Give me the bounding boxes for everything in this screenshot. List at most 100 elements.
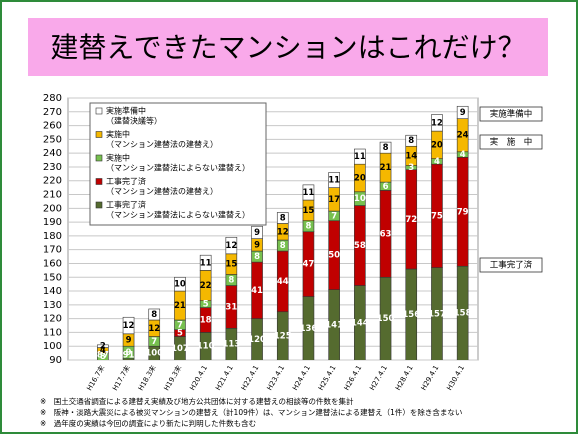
data-label: 8 bbox=[151, 310, 157, 320]
legend-swatch bbox=[95, 201, 103, 209]
data-label: 4 bbox=[434, 157, 440, 167]
footnote: ※ 阪神・淡路大震災による被災マンションの建替え（計109件）は、マンション建替… bbox=[40, 407, 462, 417]
data-label: 21 bbox=[380, 163, 392, 173]
annotation: 実 施 中 bbox=[490, 137, 533, 148]
legend-label: 工事完了済 bbox=[106, 176, 146, 186]
data-label: 8 bbox=[280, 213, 286, 223]
y-tick-label: 200 bbox=[43, 203, 62, 214]
data-label: 125 bbox=[274, 331, 292, 341]
y-tick-label: 90 bbox=[49, 355, 62, 366]
footnote: ※ 過年度の実績は今回の調査により新たに判明した件数も含む bbox=[40, 418, 256, 428]
data-label: 157 bbox=[428, 309, 446, 319]
data-label: 3 bbox=[408, 163, 414, 173]
legend-label: 工事完了済 bbox=[106, 200, 146, 210]
bar-segment bbox=[174, 276, 186, 292]
data-label: 17 bbox=[328, 195, 340, 205]
bar-segment bbox=[354, 148, 366, 165]
y-tick-label: 150 bbox=[43, 272, 62, 283]
legend-note: （マンション建替法の建替え） bbox=[106, 186, 218, 196]
y-tick-label: 110 bbox=[43, 327, 62, 338]
data-label: 8 bbox=[408, 136, 414, 146]
bar-segment bbox=[302, 184, 315, 201]
data-label: 9 bbox=[254, 228, 260, 238]
data-label: 141 bbox=[325, 320, 343, 330]
bar-segment bbox=[379, 141, 392, 154]
data-label: 5 bbox=[203, 300, 209, 310]
data-label: 7 bbox=[151, 337, 157, 347]
bar-segment bbox=[431, 114, 443, 132]
data-label: 21 bbox=[174, 301, 186, 311]
legend-label: 実施準備中 bbox=[106, 106, 146, 116]
data-label: 110 bbox=[197, 342, 215, 352]
data-label: 113 bbox=[222, 340, 240, 350]
legend-swatch bbox=[95, 178, 103, 185]
bar-segment bbox=[328, 172, 340, 188]
data-label: 8 bbox=[305, 222, 311, 232]
data-label: 11 bbox=[303, 188, 315, 198]
y-tick-label: 230 bbox=[43, 162, 62, 173]
data-label: 63 bbox=[380, 229, 392, 239]
y-tick-label: 220 bbox=[43, 176, 62, 187]
chart-title: 建替えできたマンションはこれだけ？ bbox=[50, 31, 525, 64]
y-tick-label: 140 bbox=[43, 286, 62, 297]
data-label: 20 bbox=[354, 173, 366, 183]
bar-segment bbox=[405, 134, 418, 147]
data-label: 47 bbox=[303, 260, 315, 270]
legend-note: （マンション建替法の建替え） bbox=[106, 139, 218, 149]
data-label: 12 bbox=[277, 227, 289, 237]
legend-swatch bbox=[95, 154, 103, 162]
legend-box bbox=[89, 102, 267, 226]
data-label: 72 bbox=[405, 215, 417, 225]
data-label: 4 bbox=[460, 150, 466, 160]
data-label: 9 bbox=[126, 348, 132, 358]
bar-segment bbox=[251, 225, 263, 239]
y-tick-label: 160 bbox=[43, 258, 62, 269]
legend-note: （マンション建替法によらない建替え） bbox=[106, 210, 250, 220]
data-label: 79 bbox=[457, 207, 469, 217]
data-label: 8 bbox=[254, 252, 260, 262]
data-label: 12 bbox=[225, 241, 237, 251]
data-label: 8 bbox=[280, 241, 286, 251]
data-label: 156 bbox=[402, 310, 420, 320]
data-label: 12 bbox=[123, 321, 135, 331]
annotation-box bbox=[479, 106, 543, 122]
data-label: 100 bbox=[145, 349, 163, 359]
data-label: 10 bbox=[354, 194, 366, 204]
title-box bbox=[28, 18, 548, 76]
data-label: 22 bbox=[200, 281, 212, 291]
bar-segment bbox=[456, 105, 469, 119]
data-label: 107 bbox=[171, 344, 189, 354]
data-label: 6 bbox=[383, 182, 389, 192]
data-label: 5 bbox=[177, 329, 183, 339]
data-label: 8 bbox=[383, 143, 389, 153]
legend-label: 実施中 bbox=[106, 129, 130, 139]
data-label: 2 bbox=[100, 342, 106, 352]
data-label: 91 bbox=[123, 351, 135, 361]
y-tick-label: 260 bbox=[43, 121, 62, 132]
data-label: 7 bbox=[177, 320, 183, 330]
annotation: 実施準備中 bbox=[490, 109, 533, 120]
bar-segment bbox=[148, 308, 161, 321]
y-tick-label: 130 bbox=[43, 300, 62, 311]
data-label: 9 bbox=[460, 108, 466, 118]
data-label: 87 bbox=[97, 351, 109, 361]
bar-segment bbox=[122, 316, 135, 335]
y-tick-label: 240 bbox=[43, 148, 62, 159]
y-tick-label: 170 bbox=[43, 245, 62, 256]
data-label: 120 bbox=[248, 335, 266, 345]
legend-label: 実施中 bbox=[106, 153, 130, 163]
data-label: 11 bbox=[354, 152, 366, 162]
data-label: 31 bbox=[225, 302, 237, 312]
data-label: 24 bbox=[457, 131, 469, 141]
data-label: 158 bbox=[454, 309, 472, 319]
y-tick-label: 270 bbox=[43, 107, 62, 118]
data-label: 9 bbox=[126, 336, 132, 346]
data-label: 50 bbox=[328, 251, 340, 261]
data-label: 144 bbox=[351, 318, 369, 328]
data-label: 11 bbox=[328, 176, 340, 186]
data-label: 44 bbox=[277, 277, 289, 287]
data-label: 10 bbox=[174, 280, 186, 290]
data-label: 7 bbox=[331, 211, 337, 221]
data-label: 8 bbox=[228, 276, 234, 286]
y-tick-label: 190 bbox=[43, 217, 62, 228]
